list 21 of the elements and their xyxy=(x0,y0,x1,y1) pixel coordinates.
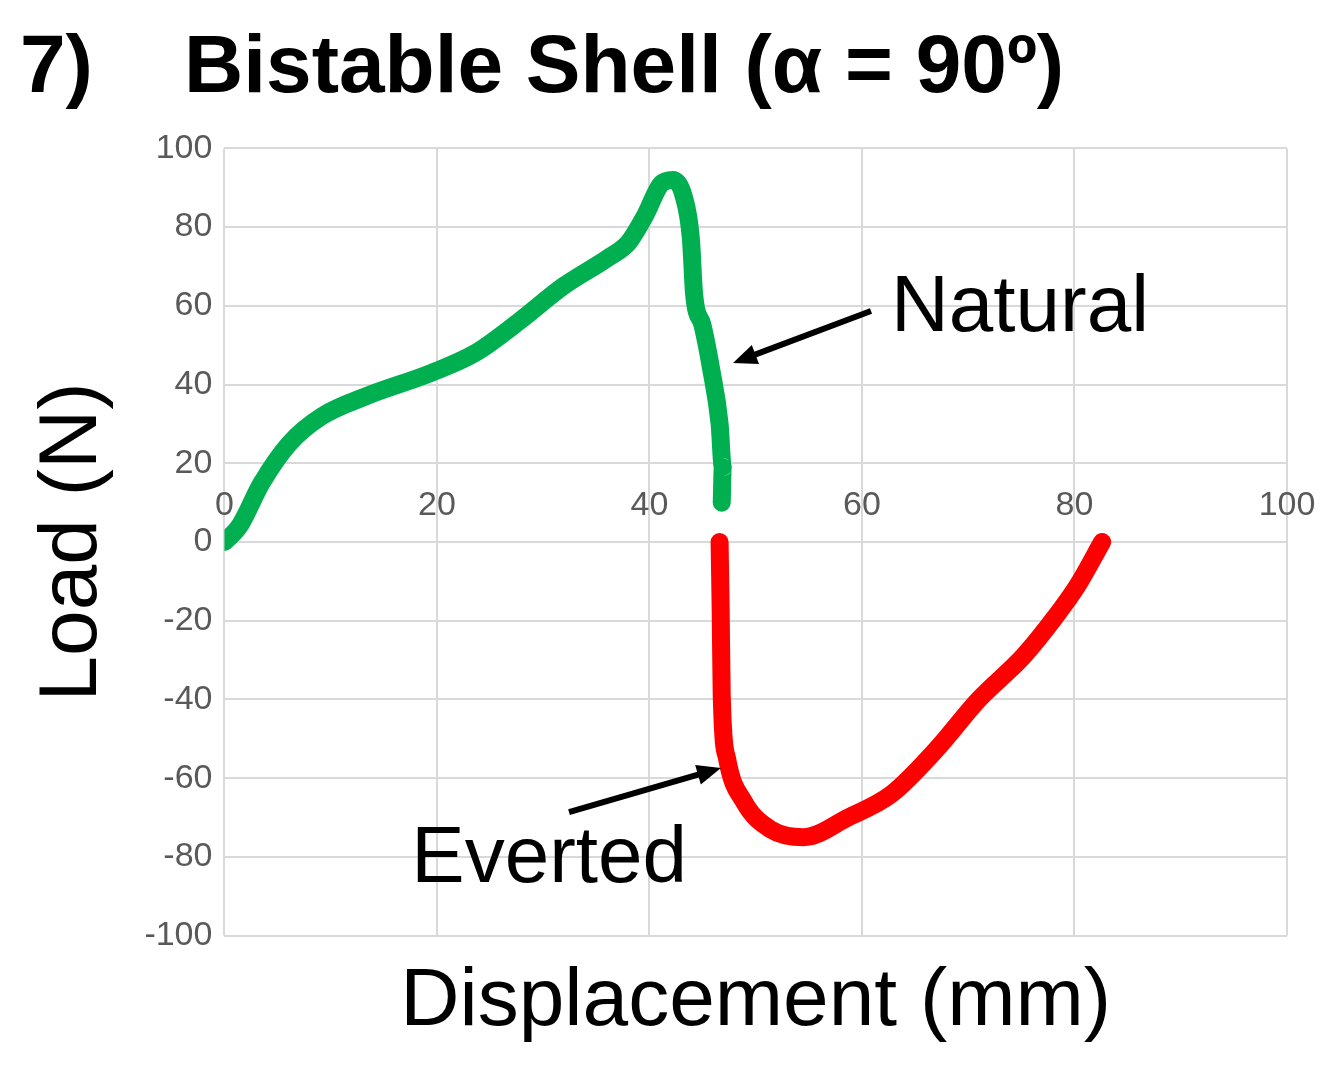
x-axis-title: Displacement (mm) xyxy=(400,951,1112,1043)
annotation: Everted xyxy=(411,810,688,900)
x-tick-label: 80 xyxy=(1055,483,1094,522)
y-tick-label: 60 xyxy=(174,284,213,323)
x-tick-label: 40 xyxy=(630,483,669,522)
x-tick-label: 60 xyxy=(843,483,881,522)
y-axis-title: Load (N) xyxy=(21,382,113,702)
annotation: Natural xyxy=(891,258,1149,348)
y-tick-label: 80 xyxy=(174,205,213,244)
y-tick-label: -40 xyxy=(163,677,213,716)
y-tick-label: 100 xyxy=(155,126,213,165)
y-tick-label: 40 xyxy=(174,362,213,401)
y-tick-label: -60 xyxy=(163,756,213,795)
y-tick-label: -20 xyxy=(163,599,213,638)
x-tick-label: 100 xyxy=(1258,483,1316,522)
x-tick-label: 20 xyxy=(418,483,456,522)
y-tick-label: 0 xyxy=(193,520,213,559)
chart-title: 7) Bistable Shell (α = 90º) xyxy=(20,17,1065,109)
y-tick-label: -100 xyxy=(144,913,213,952)
y-tick-label: -80 xyxy=(163,835,213,874)
y-tick-label: 20 xyxy=(174,441,213,480)
